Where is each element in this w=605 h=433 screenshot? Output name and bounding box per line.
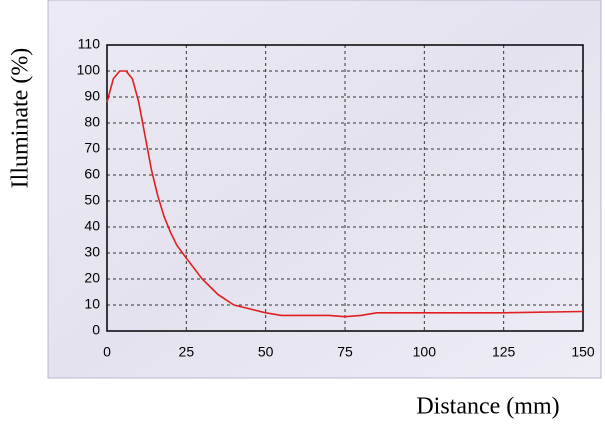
y-tick-label: 70 [84,140,100,156]
y-tick-label: 90 [84,88,100,104]
y-tick-label: 60 [84,166,100,182]
x-tick-label: 75 [337,344,353,360]
x-axis-title: Distance (mm) [416,394,559,420]
plot-frame [106,44,584,332]
y-tick-label: 10 [84,296,100,312]
y-tick-label: 80 [84,114,100,130]
y-tick-label: 20 [84,270,100,286]
chart-panel [47,0,602,379]
x-tick-label: 50 [258,344,274,360]
x-tick-label: 0 [103,344,111,360]
x-tick-label: 25 [179,344,195,360]
y-tick-label: 50 [84,192,100,208]
x-tick-label: 125 [492,344,516,360]
y-tick-label: 0 [92,322,100,338]
y-axis-title: Illuminate (%) [8,48,34,189]
y-tick-label: 110 [78,36,101,52]
y-tick-label: 40 [84,218,100,234]
x-tick-label: 100 [413,344,437,360]
data-line [106,70,584,318]
x-tick-label: 150 [571,344,595,360]
y-tick-label: 30 [84,244,100,260]
y-tick-label: 100 [77,62,101,78]
